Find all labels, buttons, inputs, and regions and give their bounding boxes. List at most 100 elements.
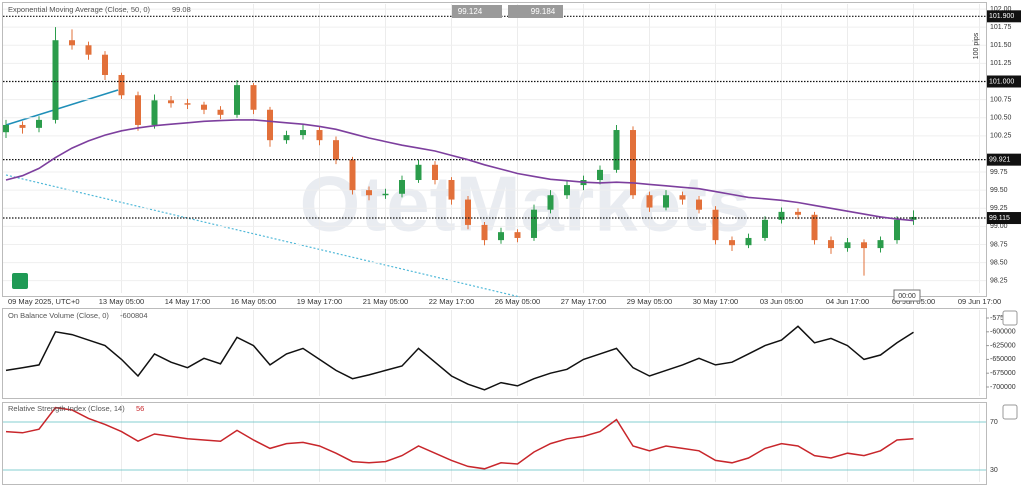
- candle-body: [36, 119, 42, 128]
- candle-body: [531, 209, 537, 238]
- obv-title: On Balance Volume (Close, 0): [8, 311, 109, 320]
- candle-body: [564, 185, 570, 196]
- x-tick-label: 30 May 17:00: [693, 297, 738, 306]
- y-tick-label: -600000: [990, 329, 1016, 336]
- x-tick-label: 03 Jun 05:00: [760, 297, 803, 306]
- price-level-label: 101.000: [989, 78, 1014, 85]
- candle-body: [844, 242, 851, 249]
- candle-body: [646, 195, 653, 208]
- candle-body: [679, 195, 686, 200]
- y-tick-label: 30: [990, 467, 998, 474]
- price-level-box: [987, 10, 1021, 23]
- price-level-box: [987, 75, 1021, 88]
- candle-body: [894, 219, 900, 241]
- y-tick-label: 99.75: [990, 169, 1008, 176]
- candle-body: [300, 130, 306, 136]
- x-tick-label: 13 May 05:00: [99, 297, 144, 306]
- candle-body: [481, 224, 488, 241]
- y-tick-label: 100.25: [990, 133, 1012, 140]
- candle-body: [3, 124, 9, 133]
- candle-body: [184, 103, 191, 105]
- x-tick-label: 14 May 17:00: [165, 297, 210, 306]
- candle-body: [514, 232, 521, 238]
- candle-body: [729, 240, 735, 246]
- y-tick-label: 98.25: [990, 278, 1008, 285]
- x-tick-label: 22 May 17:00: [429, 297, 474, 306]
- y-tick-label: 98.75: [990, 241, 1008, 248]
- candle-body: [250, 85, 257, 110]
- rsi-panel: [2, 402, 987, 485]
- x-tick-label: 04 Jun 17:00: [826, 297, 869, 306]
- indicator-line: [5, 325, 914, 391]
- candle-body: [696, 199, 702, 210]
- obv-panel: [2, 308, 987, 399]
- x-tick-label: 16 May 05:00: [231, 297, 276, 306]
- trend-line-dotted: [5, 174, 521, 298]
- y-tick-label: 99.00: [990, 223, 1008, 230]
- candle-body: [69, 40, 75, 46]
- pips-label: 100 pips: [973, 32, 980, 59]
- app-icon[interactable]: [12, 273, 28, 289]
- candle-body: [382, 193, 389, 196]
- candle-body: [432, 164, 438, 181]
- candle-body: [283, 135, 290, 141]
- candle-body: [828, 240, 834, 249]
- candle-body: [151, 100, 158, 125]
- panel-button[interactable]: [1002, 404, 1018, 420]
- candle-body: [366, 190, 372, 196]
- candle-body: [415, 164, 422, 181]
- price-level-label: 99.115: [989, 215, 1010, 222]
- x-tick-label: 09 Jun 17:00: [958, 297, 1001, 306]
- candle-body: [663, 195, 669, 208]
- candle-body: [234, 85, 240, 115]
- y-tick-label: 100.50: [990, 115, 1012, 122]
- quote-box[interactable]: [508, 5, 563, 18]
- y-tick-label: 99.50: [990, 187, 1008, 194]
- bid-quote: 99.124: [458, 7, 483, 16]
- candle-body: [498, 232, 504, 241]
- y-tick-label: 101.25: [990, 60, 1012, 67]
- x-tick-label: 09 May 2025, UTC+0: [8, 297, 80, 306]
- y-tick-label: 101.75: [990, 24, 1012, 31]
- ask-quote: 99.184: [531, 7, 556, 16]
- x-tick-label: 29 May 05:00: [627, 297, 672, 306]
- y-tick-label: 101.50: [990, 42, 1012, 49]
- candle-body: [613, 130, 620, 170]
- last-value: -600804: [120, 311, 148, 320]
- candle-body: [201, 104, 207, 110]
- candle-body: [877, 240, 884, 249]
- timer-box: [893, 289, 921, 302]
- price-level-label: 99.921: [989, 156, 1011, 163]
- last-value: 56: [136, 404, 144, 413]
- candle-body: [135, 95, 141, 125]
- y-tick-label: 100.75: [990, 96, 1012, 103]
- price-panel: [2, 2, 987, 297]
- candle-body: [316, 130, 323, 141]
- chart-layer: 09 May 2025, UTC+0 13 May 05:00 14 May 17:…: [3, 4, 1021, 482]
- candle-body: [448, 180, 455, 200]
- x-tick-label: 27 May 17:00: [561, 297, 606, 306]
- candle-body: [745, 237, 752, 246]
- candle-body: [217, 109, 224, 115]
- price-level-label: 101.900: [989, 13, 1014, 20]
- trend-line: [5, 89, 119, 126]
- candle-body: [811, 214, 818, 241]
- panel-button[interactable]: [1002, 310, 1018, 326]
- y-tick-label: 99.25: [990, 205, 1008, 212]
- x-tick-label: 21 May 05:00: [363, 297, 408, 306]
- rsi-title: Relative Strength Index (Close, 14): [8, 404, 125, 413]
- candle-body: [778, 211, 785, 220]
- y-tick-label: 98.50: [990, 259, 1008, 266]
- candle-body: [333, 140, 339, 160]
- price-level-box: [987, 153, 1021, 166]
- indicator-line: [5, 406, 914, 470]
- candle-body: [597, 169, 603, 181]
- y-tick-label: -625000: [990, 342, 1016, 349]
- y-tick-label: -650000: [990, 356, 1016, 363]
- main-title: Exponential Moving Average (Close, 50, 0…: [8, 5, 151, 14]
- candle-body: [267, 109, 273, 141]
- candle-body: [861, 242, 867, 249]
- quote-box[interactable]: [452, 5, 502, 18]
- candle-body: [19, 124, 26, 128]
- ema-line: [5, 119, 914, 222]
